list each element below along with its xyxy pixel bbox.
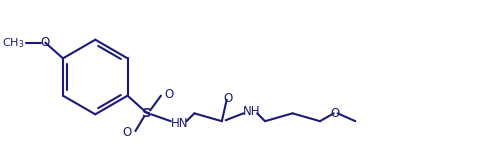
Text: O: O [41,36,50,49]
Text: HN: HN [171,117,189,130]
Text: O: O [122,126,132,140]
Text: NH: NH [243,105,260,118]
Text: O: O [164,88,173,101]
Text: O: O [223,92,232,105]
Text: O: O [330,107,339,120]
Text: CH$_3$: CH$_3$ [2,36,25,50]
Text: S: S [142,107,152,120]
